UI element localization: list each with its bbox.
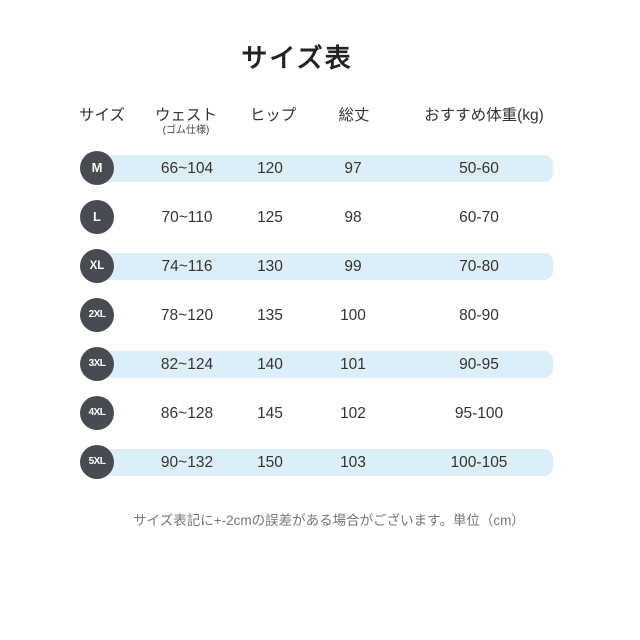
cell-length: 98	[344, 209, 362, 226]
cell-waist: 66~104	[160, 160, 214, 177]
header-length: 総丈	[338, 107, 370, 124]
cell-weight: 80-90	[459, 307, 499, 324]
header-hip: ヒップ	[249, 107, 297, 124]
header-waist-subnote: (ゴム仕様)	[162, 125, 210, 136]
header-size: サイズ	[78, 107, 126, 124]
cell-weight: 50-60	[459, 160, 499, 177]
size-badge: 5XL	[80, 445, 114, 479]
table-row: M 66~104 120 97 50-60	[80, 150, 555, 199]
cell-hip: 140	[257, 356, 283, 373]
cell-weight: 60-70	[459, 209, 499, 226]
row-band	[88, 449, 553, 476]
row-band	[88, 351, 553, 378]
tolerance-note: サイズ表記に+-2cmの誤差がある場合がございます。単位（cm）	[133, 513, 525, 528]
cell-weight: 100-105	[450, 454, 508, 471]
size-table: サイズ ウェスト (ゴム仕様) ヒップ 総丈 おすすめ体重(kg) M 66~1…	[79, 96, 555, 493]
size-badge: 2XL	[80, 298, 114, 332]
header-waist: ウェスト	[154, 107, 217, 124]
cell-weight: 70-80	[459, 258, 499, 275]
cell-hip: 120	[257, 160, 283, 177]
cell-length: 99	[344, 258, 362, 275]
table-row: L 70~110 125 98 60-70	[80, 199, 555, 248]
page-title: サイズ表	[241, 43, 353, 73]
cell-waist: 70~110	[161, 209, 213, 226]
cell-waist: 74~116	[161, 258, 213, 275]
cell-waist: 86~128	[160, 405, 214, 422]
cell-weight: 95-100	[454, 405, 504, 422]
table-header-row: サイズ ウェスト (ゴム仕様) ヒップ 総丈 おすすめ体重(kg)	[79, 96, 555, 150]
cell-hip: 150	[257, 454, 283, 471]
size-badge: L	[80, 200, 114, 234]
cell-waist: 82~124	[160, 356, 214, 373]
table-row: 2XL 78~120 135 100 80-90	[80, 297, 555, 346]
cell-length: 103	[340, 454, 366, 471]
row-band	[88, 155, 553, 182]
cell-hip: 135	[257, 307, 283, 324]
size-badge: XL	[80, 249, 114, 283]
table-row: 5XL 90~132 150 103 100-105	[80, 444, 555, 493]
cell-length: 101	[340, 356, 366, 373]
size-badge: 3XL	[80, 347, 114, 381]
table-row: XL 74~116 130 99 70-80	[80, 248, 555, 297]
cell-weight: 90-95	[459, 356, 499, 373]
row-band	[88, 253, 553, 280]
cell-length: 97	[344, 160, 362, 177]
cell-length: 102	[340, 405, 366, 422]
table-row: 3XL 82~124 140 101 90-95	[80, 346, 555, 395]
cell-hip: 125	[257, 209, 283, 226]
cell-hip: 145	[257, 405, 283, 422]
cell-hip: 130	[257, 258, 283, 275]
cell-waist: 90~132	[160, 454, 214, 471]
cell-waist: 78~120	[160, 307, 214, 324]
table-row: 4XL 86~128 145 102 95-100	[80, 395, 555, 444]
size-badge: 4XL	[80, 396, 114, 430]
header-weight: おすすめ体重(kg)	[424, 107, 544, 124]
cell-length: 100	[340, 307, 366, 324]
size-badge: M	[80, 151, 114, 185]
